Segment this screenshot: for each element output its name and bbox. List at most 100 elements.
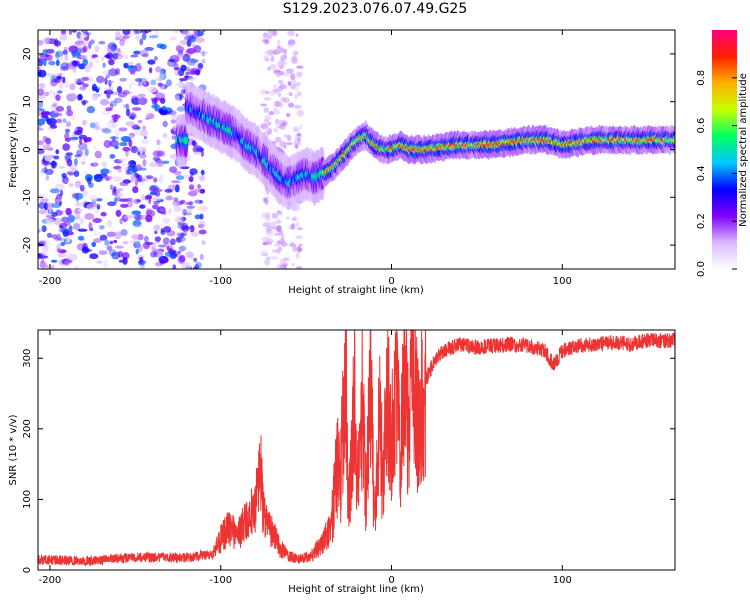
x-tick-label: 0 bbox=[388, 575, 394, 586]
noise-blob bbox=[55, 59, 60, 67]
noise-blob bbox=[130, 112, 136, 117]
noise-blob bbox=[264, 57, 270, 62]
noise-blob bbox=[59, 165, 65, 169]
noise-blob bbox=[49, 188, 60, 194]
noise-blob bbox=[137, 93, 146, 98]
noise-blob bbox=[74, 192, 84, 200]
noise-blob bbox=[173, 54, 180, 61]
noise-blob bbox=[184, 35, 193, 41]
noise-blob bbox=[64, 221, 71, 227]
noise-blob bbox=[107, 42, 117, 50]
noise-blob bbox=[195, 37, 205, 43]
noise-blob bbox=[81, 41, 91, 45]
noise-blob bbox=[178, 254, 186, 263]
noise-blob bbox=[133, 50, 141, 55]
noise-blob bbox=[172, 183, 176, 191]
noise-blob bbox=[260, 103, 268, 107]
noise-blob bbox=[94, 209, 100, 214]
noise-blob bbox=[101, 56, 105, 61]
noise-blob bbox=[177, 233, 187, 237]
noise-blob bbox=[169, 166, 178, 174]
noise-blob bbox=[171, 180, 181, 184]
noise-blob bbox=[140, 139, 150, 145]
noise-blob bbox=[71, 30, 77, 33]
noise-blob bbox=[100, 211, 107, 217]
noise-blob bbox=[118, 127, 128, 132]
noise-blob bbox=[121, 163, 130, 167]
noise-blob bbox=[175, 45, 185, 53]
noise-blob bbox=[55, 94, 61, 101]
noise-blob bbox=[115, 37, 120, 41]
noise-blob bbox=[60, 66, 69, 72]
noise-blob bbox=[148, 161, 158, 168]
noise-blob bbox=[57, 253, 67, 258]
noise-blob bbox=[292, 245, 297, 252]
noise-blob bbox=[91, 241, 96, 248]
noise-blob bbox=[293, 85, 299, 92]
noise-blob bbox=[168, 249, 177, 254]
noise-blob bbox=[62, 229, 70, 237]
noise-blob bbox=[162, 217, 171, 224]
noise-blob bbox=[67, 172, 74, 176]
noise-blob bbox=[199, 188, 206, 194]
noise-blob bbox=[117, 192, 123, 198]
noise-blob bbox=[95, 198, 103, 202]
noise-blob bbox=[114, 195, 121, 201]
noise-blob bbox=[111, 123, 118, 128]
noise-blob bbox=[99, 225, 105, 230]
noise-blob bbox=[123, 215, 131, 220]
noise-blob bbox=[285, 142, 294, 146]
noise-blob bbox=[60, 30, 67, 35]
noise-blob bbox=[279, 84, 288, 90]
noise-blob bbox=[86, 105, 96, 114]
noise-blob bbox=[115, 190, 121, 194]
noise-blob bbox=[162, 132, 168, 139]
noise-blob bbox=[270, 89, 275, 97]
noise-blob bbox=[38, 229, 41, 233]
noise-blob bbox=[60, 62, 71, 70]
colorbar-tick-label: 0.8 bbox=[696, 70, 707, 86]
noise-blob bbox=[192, 266, 198, 269]
noise-blob bbox=[188, 184, 195, 191]
noise-blob bbox=[173, 67, 181, 71]
noise-blob bbox=[159, 208, 166, 213]
noise-blob bbox=[110, 68, 116, 74]
noise-blob bbox=[269, 63, 277, 71]
noise-blob bbox=[46, 117, 57, 126]
noise-blob bbox=[199, 175, 206, 182]
noise-blob bbox=[124, 91, 132, 95]
x-tick-label: 100 bbox=[553, 575, 572, 586]
noise-blob bbox=[170, 36, 177, 41]
noise-blob bbox=[86, 177, 92, 185]
noise-blob bbox=[130, 145, 138, 154]
noise-blob bbox=[74, 78, 84, 84]
noise-blob bbox=[185, 208, 193, 214]
noise-blob bbox=[136, 62, 142, 67]
noise-blob bbox=[262, 32, 267, 39]
noise-blob bbox=[87, 48, 94, 55]
noise-blob bbox=[105, 52, 114, 60]
noise-blob bbox=[55, 50, 64, 58]
noise-blob bbox=[38, 111, 41, 117]
noise-blob bbox=[294, 144, 299, 150]
colorbar-tick-label: 0.0 bbox=[696, 261, 707, 277]
noise-blob bbox=[153, 224, 161, 232]
noise-blob bbox=[135, 78, 143, 82]
noise-blob bbox=[38, 253, 44, 260]
noise-blob bbox=[118, 259, 124, 263]
colorbar-label: Normalized spectral amplitude bbox=[738, 73, 749, 227]
noise-blob bbox=[180, 224, 186, 231]
noise-blob bbox=[158, 175, 163, 184]
noise-blob bbox=[154, 97, 158, 105]
noise-blob bbox=[198, 205, 209, 212]
noise-blob bbox=[141, 194, 145, 201]
noise-blob bbox=[82, 190, 89, 196]
noise-blob bbox=[194, 264, 200, 269]
noise-blob bbox=[184, 174, 191, 179]
noise-blob bbox=[263, 97, 272, 101]
noise-blob bbox=[101, 127, 109, 131]
noise-blob bbox=[162, 105, 167, 111]
noise-blob bbox=[280, 241, 288, 247]
noise-blob bbox=[278, 71, 285, 76]
noise-blob bbox=[55, 105, 65, 112]
